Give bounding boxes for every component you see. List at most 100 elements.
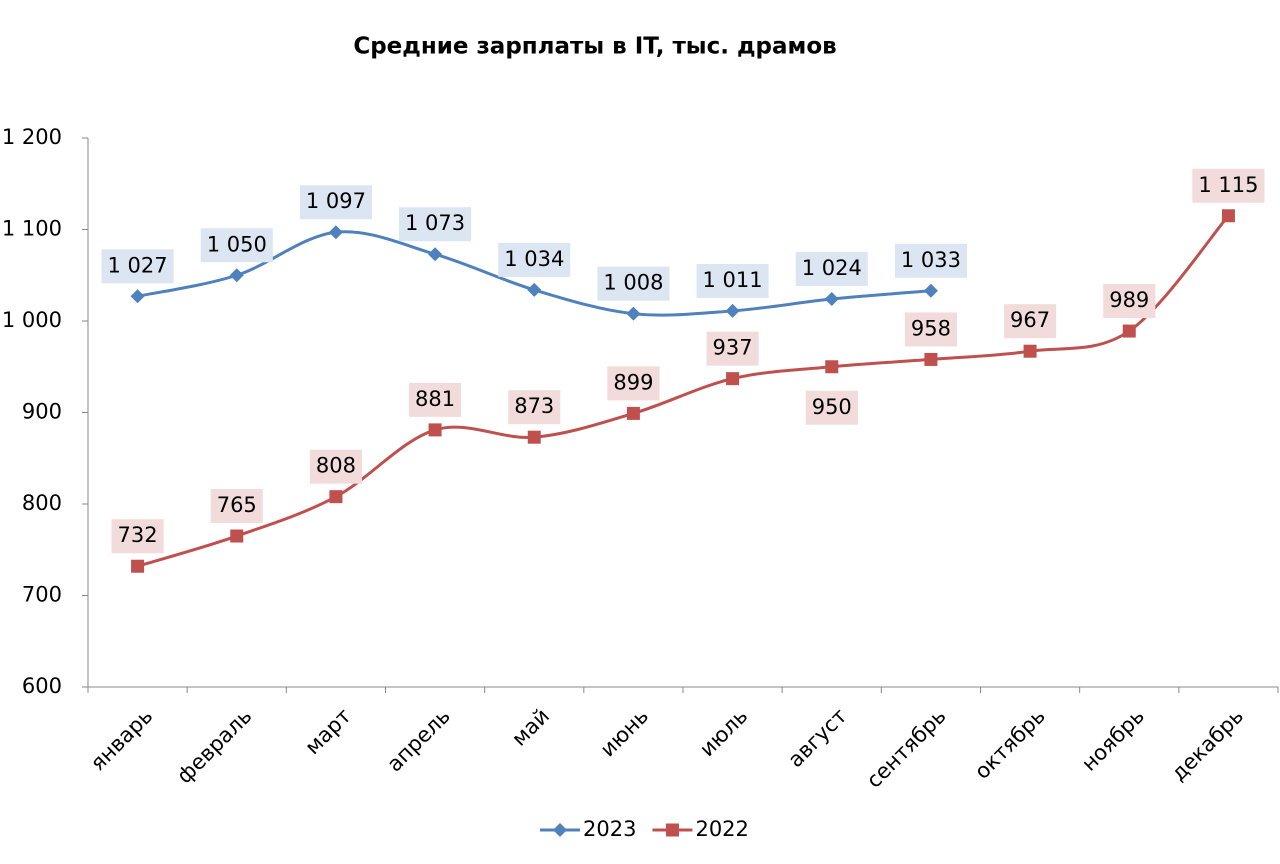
data-label: 989 [1103,284,1156,319]
x-tick-label: август [783,704,851,772]
data-label-text: 899 [613,370,653,394]
data-label: 732 [111,519,164,554]
data-label-bg [795,252,868,287]
data-label: 1 008 [597,266,670,301]
marker [131,559,145,573]
marker [328,225,343,240]
data-label-bg [210,489,263,524]
y-tick-label: 600 [22,674,62,698]
data-label: 1 034 [498,242,571,277]
data-label: 967 [1004,304,1057,339]
data-label-bg [607,366,660,401]
data-label-bg [508,390,561,425]
data-label: 1 011 [696,263,769,298]
data-label-text: 1 073 [405,211,465,235]
data-label-text: 765 [217,493,257,517]
x-tick-label: январь [86,704,158,776]
data-label-bg [101,249,174,284]
data-label-text: 950 [812,395,852,419]
data-label-text: 1 027 [108,253,168,277]
data-label-bg [805,390,858,425]
data-label: 1 097 [299,185,372,220]
data-label-bg [299,185,372,220]
data-label-text: 989 [1109,288,1149,312]
data-label-text: 1 050 [207,232,267,256]
marker [428,423,442,437]
data-label-bg [696,263,769,298]
x-tick-label: март [300,704,355,759]
marker [428,247,443,262]
data-label: 873 [508,390,561,425]
data-label-text: 958 [911,316,951,340]
data-label: 1 033 [894,243,967,278]
marker [626,306,641,321]
data-label: 1 027 [101,249,174,284]
data-label: 765 [210,489,263,524]
marker [1023,344,1037,358]
x-tick-label: июль [695,704,752,761]
marker [527,430,541,444]
x-tick-label: февраль [172,704,256,788]
data-label-bg [498,242,571,277]
data-label-bg [1103,284,1156,319]
marker [527,282,542,297]
data-label-bg [1004,304,1057,339]
data-label-text: 881 [415,387,455,411]
y-tick-label: 1 200 [2,125,62,149]
data-label-text: 1 011 [703,268,763,292]
data-label: 1 050 [200,228,273,263]
data-label-text: 937 [713,336,753,360]
marker [924,352,938,366]
chart-title: Средние зарплаты в IT, тыс. драмов [353,34,836,60]
data-label-bg [200,228,273,263]
data-label: 937 [706,331,759,366]
x-tick-label: октябрь [970,704,1050,784]
data-label: 881 [409,382,462,417]
x-tick-label: июнь [596,704,654,762]
marker [726,372,740,386]
data-label-text: 808 [316,454,356,478]
marker [626,406,640,420]
data-label: 950 [805,390,858,425]
data-label: 1 073 [399,207,472,242]
data-label-bg [894,243,967,278]
data-label-bg [309,449,362,484]
marker [923,283,938,298]
marker [725,303,740,318]
y-tick-label: 1 100 [2,217,62,241]
data-label-bg [409,382,462,417]
data-label-text: 1 097 [306,189,366,213]
y-tick-label: 1 000 [2,308,62,332]
x-tick-label: май [507,704,554,751]
data-label-bg [1192,168,1265,203]
marker [665,823,679,837]
marker [230,529,244,543]
data-label-bg [399,207,472,242]
data-label-text: 967 [1010,308,1050,332]
data-label: 1 115 [1192,168,1265,203]
x-tick-label: сентябрь [862,704,951,793]
data-label-text: 1 034 [504,247,564,271]
legend-label: 2023 [583,817,636,841]
x-tick-label: апрель [382,704,455,777]
series-line [137,214,1230,568]
data-label: 808 [309,449,362,484]
marker [1122,324,1136,338]
y-tick-label: 700 [22,583,62,607]
marker [329,490,343,504]
data-label-text: 1 024 [802,256,862,280]
data-label-bg [904,312,957,347]
data-label-text: 1 115 [1198,173,1258,197]
x-tick-label: декабрь [1166,704,1248,786]
data-label: 1 024 [795,252,868,287]
data-label-text: 1 033 [901,248,961,272]
y-tick-label: 900 [22,400,62,424]
data-label-text: 1 008 [603,271,663,295]
data-label: 958 [904,312,957,347]
data-label-text: 873 [514,394,554,418]
marker [553,823,567,837]
data-label-text: 732 [118,523,158,547]
data-label-bg [597,266,670,301]
data-label-bg [111,519,164,554]
